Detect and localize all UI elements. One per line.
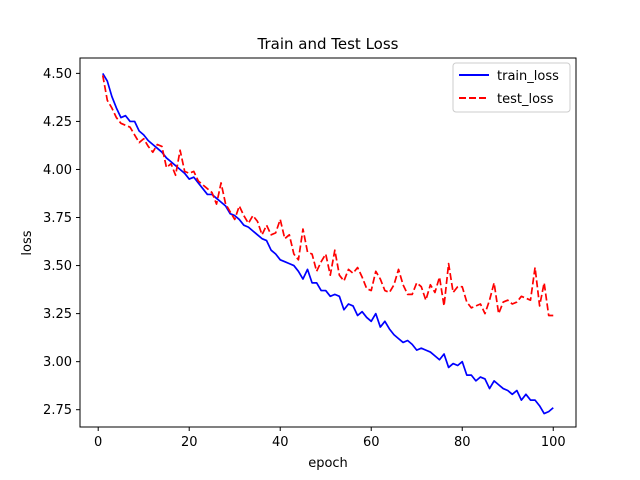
series-line-train-loss bbox=[102, 72, 554, 415]
x-tick-label: 0 bbox=[94, 435, 102, 450]
plot-lines bbox=[101, 72, 554, 415]
x-tick-label: 60 bbox=[363, 435, 380, 450]
y-axis-label: loss bbox=[20, 230, 35, 255]
y-tick-label: 3.75 bbox=[43, 211, 72, 226]
x-tick-label: 20 bbox=[181, 435, 198, 450]
x-tick-label: 80 bbox=[454, 435, 471, 450]
y-tick-label: 3.00 bbox=[43, 355, 72, 370]
y-tick-label: 4.25 bbox=[43, 115, 72, 130]
y-tick-label: 4.50 bbox=[43, 67, 72, 82]
x-axis-label: epoch bbox=[308, 456, 348, 471]
series-line-test-loss bbox=[101, 75, 554, 317]
y-tick-label: 2.75 bbox=[43, 403, 72, 418]
y-tick-label: 3.25 bbox=[43, 307, 72, 322]
x-tick-label: 100 bbox=[541, 435, 566, 450]
x-tick-label: 40 bbox=[272, 435, 289, 450]
x-axis: 0 20 40 60 80 100 bbox=[94, 427, 566, 450]
y-axis: 2.75 3.00 3.25 3.50 3.75 4.00 4.25 4.50 bbox=[43, 67, 80, 418]
legend-label-train: train_loss bbox=[497, 69, 559, 84]
chart-title: Train and Test Loss bbox=[257, 35, 399, 53]
plot-frame bbox=[79, 57, 577, 428]
legend-label-test: test_loss bbox=[497, 92, 554, 107]
y-tick-label: 3.50 bbox=[43, 259, 72, 274]
legend: train_loss test_loss bbox=[452, 62, 571, 113]
y-tick-label: 4.00 bbox=[43, 163, 72, 178]
